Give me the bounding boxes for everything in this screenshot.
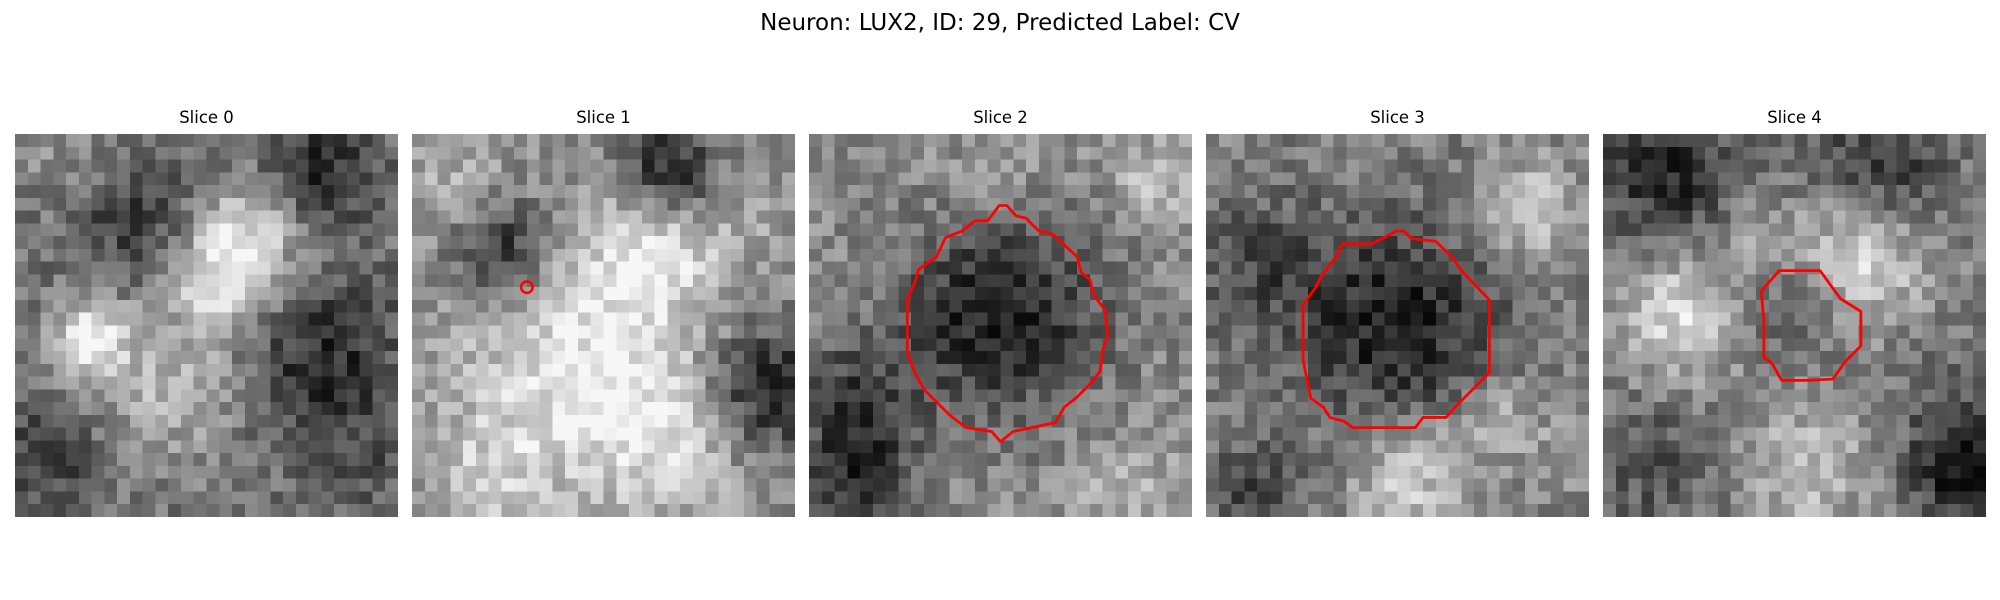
slice-image (1206, 134, 1589, 517)
slice-panel-3: Slice 3 (1206, 108, 1589, 517)
slice-title: Slice 1 (412, 108, 795, 134)
slice-panel-2: Slice 2 (809, 108, 1192, 517)
slice-panel-0: Slice 0 (15, 108, 398, 517)
slice-image (15, 134, 398, 517)
slice-image (1603, 134, 1986, 517)
slice-title: Slice 3 (1206, 108, 1589, 134)
slice-image (809, 134, 1192, 517)
figure-title: Neuron: LUX2, ID: 29, Predicted Label: C… (0, 8, 2000, 38)
slice-title: Slice 0 (15, 108, 398, 134)
slice-panel-1: Slice 1 (412, 108, 795, 517)
slice-image (412, 134, 795, 517)
slice-title: Slice 2 (809, 108, 1192, 134)
slice-title: Slice 4 (1603, 108, 1986, 134)
slice-panel-4: Slice 4 (1603, 108, 1986, 517)
